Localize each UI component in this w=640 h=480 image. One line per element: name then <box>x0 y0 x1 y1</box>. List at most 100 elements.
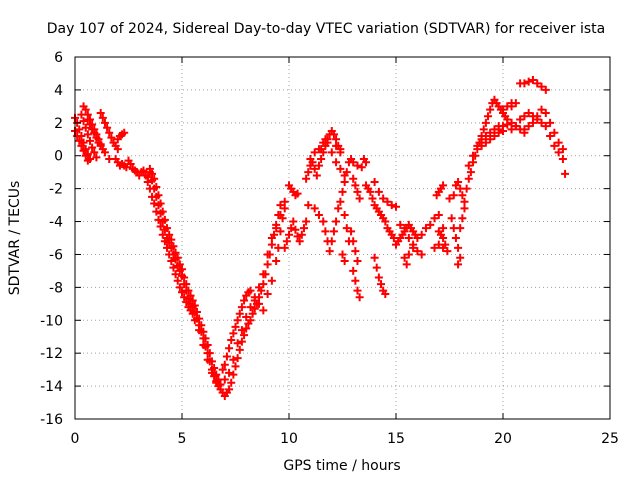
data-point-midday-peaks <box>329 227 338 236</box>
data-point-midday-peaks <box>295 237 304 246</box>
data-point-early-up <box>75 125 84 134</box>
data-point-midday-peaks <box>349 174 358 183</box>
data-point-late-afternoon <box>400 253 409 262</box>
data-point-early-up <box>88 143 97 152</box>
data-point-early-up <box>100 148 109 157</box>
data-point-late-afternoon <box>434 240 443 249</box>
data-point-midday-peaks <box>319 217 328 226</box>
data-point-midday-peaks <box>302 174 311 183</box>
data-point-early-up <box>92 133 101 142</box>
data-point-afternoon-rise <box>280 197 289 206</box>
data-point-morning-decline <box>175 283 184 292</box>
data-point-midday-peaks <box>336 145 345 154</box>
data-point-evening-rise <box>558 155 567 164</box>
data-point-morning-decline <box>188 296 197 305</box>
data-point-midday-peaks <box>357 163 366 172</box>
data-point-midday-peaks <box>310 164 319 173</box>
data-point-evening-rise <box>469 151 478 160</box>
data-point-evening-rise <box>533 79 542 88</box>
data-point-evening-rise <box>494 125 503 134</box>
data-point-early-up <box>79 117 88 126</box>
data-point-evening-rise <box>541 122 550 131</box>
data-point-late-afternoon <box>430 243 439 252</box>
data-point-morning-decline <box>143 178 152 187</box>
data-point-late-afternoon <box>400 224 409 233</box>
data-point-early-up <box>81 105 90 114</box>
data-point-morning-decline <box>197 321 206 330</box>
x-tick-label: 10 <box>280 431 298 447</box>
data-point-midday-peaks <box>321 227 330 236</box>
data-point-evening-rise <box>546 118 555 127</box>
data-point-morning-decline <box>178 288 186 297</box>
data-point-late-afternoon <box>443 247 452 256</box>
data-point-morning-decline <box>126 159 135 168</box>
data-point-morning-decline <box>190 301 199 310</box>
data-point-afternoon-rise <box>233 316 242 325</box>
data-point-morning-decline <box>184 286 193 295</box>
data-point-afternoon-rise <box>246 316 255 325</box>
data-point-late-afternoon <box>366 187 375 196</box>
data-point-morning-decline <box>145 184 154 193</box>
data-point-late-afternoon <box>436 230 445 239</box>
data-point-early-up <box>92 153 101 162</box>
data-point-midday-peaks <box>332 217 341 226</box>
data-point-morning-decline <box>203 355 212 364</box>
data-point-midday-peaks <box>327 148 336 157</box>
data-point-midday-peaks <box>302 217 311 226</box>
data-point-evening-rise <box>541 108 550 117</box>
y-tick-label: -12 <box>40 346 63 362</box>
data-point-evening-rise <box>456 253 465 262</box>
data-point-evening-rise <box>447 214 456 223</box>
data-point-evening-rise <box>451 234 460 242</box>
data-point-late-afternoon <box>379 194 388 203</box>
x-axis-label: GPS time / hours <box>283 458 400 474</box>
data-point-evening-rise <box>546 131 555 140</box>
data-point-evening-rise <box>520 112 529 121</box>
data-point-evening-rise <box>484 112 493 121</box>
data-point-morning-decline <box>154 191 163 200</box>
data-point-evening-rise <box>454 178 463 187</box>
data-point-midday-peaks <box>340 210 349 219</box>
data-point-evening-rise <box>537 118 546 127</box>
x-tick-label: 25 <box>601 431 619 447</box>
data-point-evening-rise <box>464 161 473 170</box>
data-point-evening-rise <box>481 118 490 127</box>
data-point-midday-peaks <box>336 197 345 206</box>
data-point-morning-decline <box>167 257 176 266</box>
data-point-late-afternoon <box>402 260 411 269</box>
data-point-early-up <box>100 118 109 127</box>
data-point-midday-peaks <box>349 158 358 167</box>
y-tick-label: -8 <box>49 280 63 296</box>
data-point-late-afternoon <box>377 280 386 289</box>
data-point-morning-decline <box>175 260 184 269</box>
data-point-morning-decline <box>192 308 201 317</box>
data-point-evening-rise <box>511 122 520 131</box>
data-point-late-afternoon <box>404 250 413 259</box>
data-point-late-afternoon <box>439 181 448 190</box>
data-point-early-up <box>83 156 92 165</box>
data-point-afternoon-rise <box>233 354 242 363</box>
data-point-late-afternoon <box>430 214 439 223</box>
data-point-midday-peaks <box>310 148 319 157</box>
data-point-afternoon-rise <box>222 352 231 361</box>
data-point-midday-peaks <box>304 201 313 210</box>
data-point-morning-decline <box>139 166 148 175</box>
data-point-midday-peaks <box>327 237 336 246</box>
data-point-evening-rise <box>460 197 469 206</box>
y-tick-label: 6 <box>54 50 63 66</box>
data-point-late-afternoon <box>383 197 392 206</box>
data-point-morning-decline <box>205 349 214 358</box>
data-point-morning-decline <box>186 291 195 300</box>
data-points <box>71 76 570 400</box>
data-point-evening-rise <box>524 122 533 131</box>
data-point-evening-rise <box>477 141 486 150</box>
data-point-midday-peaks <box>362 158 371 167</box>
data-point-afternoon-rise <box>276 227 285 236</box>
data-point-early-up <box>75 136 84 145</box>
data-point-morning-decline <box>156 222 165 231</box>
chart-title: Day 107 of 2024, Sidereal Day-to-day VTE… <box>47 21 605 37</box>
data-point-late-afternoon <box>396 220 405 229</box>
data-point-evening-rise <box>490 131 499 140</box>
data-point-late-afternoon <box>449 191 458 200</box>
